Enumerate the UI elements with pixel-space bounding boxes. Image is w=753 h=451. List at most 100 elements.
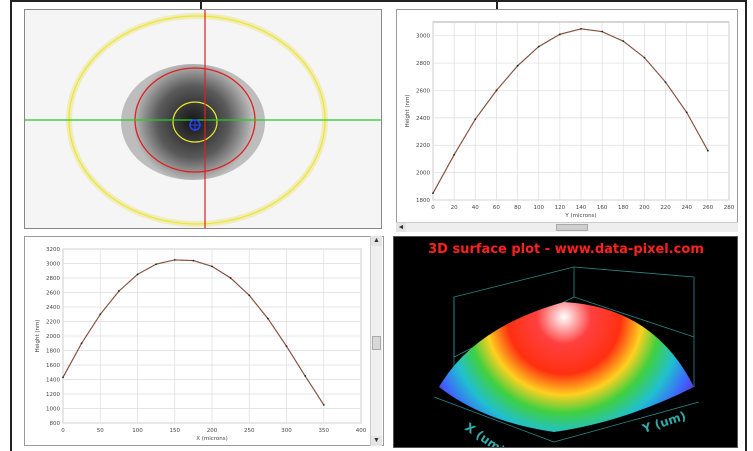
scroll-down-icon[interactable]: ▼ — [371, 436, 382, 446]
x-profile-chart[interactable]: 0 50 100 150 200 250 300 350 400 800 1000 1200 1400 1… — [24, 236, 384, 446]
x-profile-y-tick-label: 3000 — [46, 262, 60, 268]
y-profile-y-tick-label: 3000 — [416, 34, 430, 40]
x-profile-x-tick-label: 300 — [281, 428, 292, 434]
x-profile-data-point — [117, 290, 120, 292]
y-profile-data-point — [580, 27, 582, 30]
surface-axes — [433, 396, 700, 443]
x-profile-data-point — [266, 317, 269, 320]
y-profile-x-tick-label: 140 — [576, 205, 587, 211]
x-profile-data-point — [173, 258, 176, 261]
y-profile-y-tick-label: 2000 — [416, 171, 430, 177]
y-profile-x-tick-label: 60 — [493, 205, 500, 211]
frame-right-border — [745, 0, 747, 451]
y-profile-x-tick-label: 280 — [724, 205, 735, 211]
surface-3d-plot: 3D surface plot - www.data-pixel.com X (… — [428, 242, 704, 447]
x-profile-y-tick-label: 2600 — [46, 291, 60, 297]
y-chart-horizontal-scrollbar[interactable]: ◄ — [396, 222, 738, 232]
x-profile-y-tick-label: 1600 — [46, 363, 60, 369]
y-profile-y-tick-label: 2800 — [416, 61, 430, 67]
x-profile-y-tick-label: 3200 — [46, 247, 60, 253]
y-profile-data-point — [601, 30, 604, 33]
x-profile-x-tick-label: 350 — [319, 428, 330, 434]
surface-title: 3D surface plot - www.data-pixel.com — [428, 242, 704, 257]
x-profile-data-point — [211, 265, 213, 268]
x-profile-x-tick-label: 250 — [244, 428, 255, 434]
y-profile-data-point — [432, 192, 434, 195]
y-profile-data-point — [495, 89, 498, 92]
y-profile-x-tick-label: 240 — [681, 205, 692, 211]
x-profile-y-tick-label: 2400 — [46, 305, 60, 311]
y-profile-y-axis-label: Height (nm) — [405, 94, 411, 127]
y-profile-series-line — [432, 28, 709, 194]
y-profile-x-tick-label: 120 — [555, 205, 566, 211]
y-profile-x-tick-label: 80 — [514, 205, 521, 211]
x-chart-vertical-scrollbar[interactable]: ▲ ▼ — [370, 236, 382, 446]
y-profile-data-point — [664, 81, 667, 84]
y-profile-data-point — [558, 33, 561, 36]
x-profile-y-tick-label: 2200 — [46, 320, 60, 326]
x-profile-data-point — [285, 345, 288, 348]
x-profile-data-point — [192, 259, 195, 262]
x-profile-y-axis-label: Height (nm) — [35, 319, 41, 352]
surface-dome — [439, 302, 694, 432]
frame-left-border — [10, 0, 12, 451]
x-profile-data-point — [136, 273, 139, 276]
y-profile-y-tick-label: 1800 — [416, 198, 430, 204]
y-profile-x-tick-label: 180 — [618, 205, 629, 211]
x-profile-x-axis-label: X (microns) — [196, 436, 228, 442]
y-profile-data-point — [537, 45, 540, 48]
y-profile-x-tick-label: 40 — [472, 205, 479, 211]
y-profile-x-tick-label: 0 — [431, 205, 435, 211]
frame-divider-tick — [200, 0, 202, 9]
y-profile-y-tick-label: 2200 — [416, 143, 430, 149]
x-profile-x-tick-label: 150 — [170, 428, 181, 434]
x-profile-data-point — [229, 277, 232, 279]
interferogram-view[interactable] — [24, 9, 382, 229]
x-profile-y-tick-label: 1400 — [46, 378, 60, 384]
x-profile-data-point — [62, 376, 64, 379]
scroll-up-icon[interactable]: ▲ — [371, 236, 382, 246]
y-profile-x-tick-label: 200 — [639, 205, 650, 211]
x-profile-data-point — [248, 294, 251, 297]
y-profile-y-tick-label: 2400 — [416, 116, 430, 122]
x-profile-x-tick-label: 200 — [207, 428, 218, 434]
frame-divider-tick — [496, 0, 498, 9]
x-profile-x-tick-label: 50 — [97, 428, 104, 434]
scroll-thumb[interactable] — [372, 336, 381, 350]
y-profile-data-point — [643, 56, 646, 59]
x-profile-y-tick-label: 1800 — [46, 349, 60, 355]
y-profile-y-tick-label: 2600 — [416, 88, 430, 94]
x-profile-data-point — [155, 263, 158, 266]
x-profile-data-point — [99, 313, 102, 316]
x-profile-y-tick-label: 2800 — [46, 276, 60, 282]
y-profile-chart[interactable]: 0 20 40 60 80 100 120 140 160 180 200 220 240 260 280 1… — [396, 9, 738, 231]
x-profile-data-point — [304, 374, 307, 377]
x-profile-plot: 0 50 100 150 200 250 300 350 400 800 1000 1200 1400 1… — [35, 247, 367, 442]
x-profile-data-point — [80, 342, 83, 345]
y-profile-data-point — [685, 111, 688, 114]
y-profile-x-tick-label: 100 — [533, 205, 544, 211]
x-profile-y-tick-label: 2000 — [46, 334, 60, 340]
y-profile-plot: 0 20 40 60 80 100 120 140 160 180 200 220 240 260 280 1… — [405, 21, 735, 219]
surface-x-axis-label: X (um) — [462, 420, 507, 447]
surface-plot-view[interactable]: 3D surface plot - www.data-pixel.com X (… — [393, 236, 738, 448]
y-profile-data-point — [706, 149, 709, 152]
scroll-thumb[interactable] — [556, 224, 588, 231]
y-profile-x-tick-label: 220 — [660, 205, 671, 211]
y-profile-x-tick-label: 160 — [597, 205, 608, 211]
y-profile-x-tick-label: 260 — [703, 205, 714, 211]
x-profile-y-tick-label: 800 — [50, 421, 61, 427]
x-profile-x-tick-label: 400 — [356, 428, 367, 434]
scroll-left-icon[interactable]: ◄ — [396, 223, 406, 232]
frame-top-border — [10, 0, 747, 2]
x-profile-x-tick-label: 0 — [61, 428, 65, 434]
y-profile-x-axis-label: Y (microns) — [564, 213, 596, 219]
x-profile-y-tick-label: 1200 — [46, 392, 60, 398]
x-profile-x-tick-label: 100 — [132, 428, 143, 434]
interferogram-image — [25, 10, 381, 228]
surface-y-axis-label: Y (um) — [640, 409, 688, 436]
y-profile-x-tick-label: 20 — [451, 205, 458, 211]
x-profile-y-tick-label: 1000 — [46, 407, 60, 413]
y-profile-data-point — [453, 153, 456, 156]
